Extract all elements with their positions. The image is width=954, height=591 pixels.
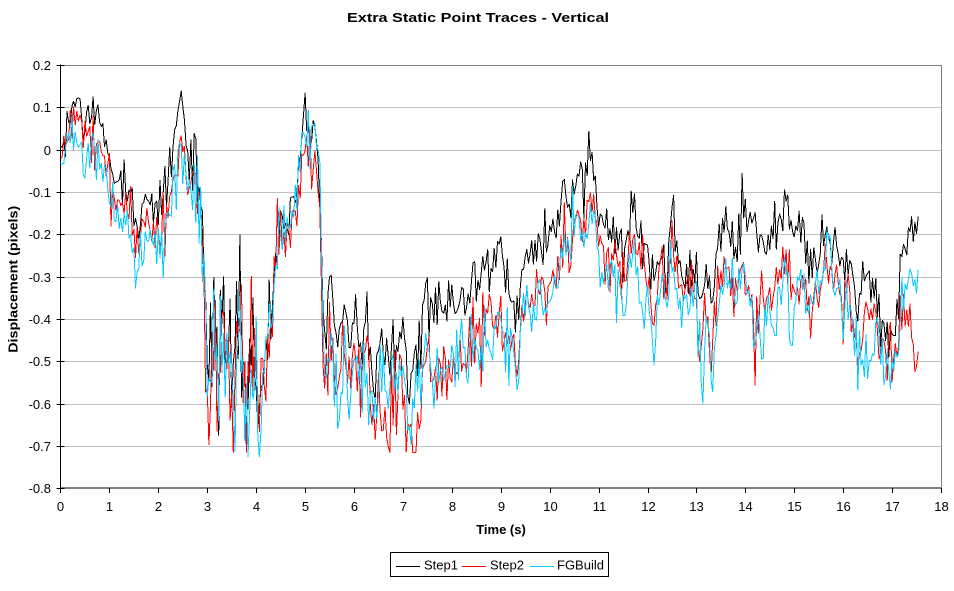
- svg-text:5: 5: [302, 499, 309, 514]
- svg-text:-0.2: -0.2: [29, 227, 51, 242]
- svg-text:Displacement (pixels): Displacement (pixels): [6, 206, 21, 353]
- svg-text:0.2: 0.2: [33, 58, 51, 73]
- svg-text:8: 8: [449, 499, 456, 514]
- svg-text:-0.8: -0.8: [29, 481, 51, 496]
- svg-text:11: 11: [593, 499, 607, 514]
- svg-text:-0.4: -0.4: [29, 312, 51, 327]
- svg-text:10: 10: [543, 499, 557, 514]
- svg-text:2: 2: [155, 499, 162, 514]
- svg-text:0.1: 0.1: [33, 100, 51, 115]
- svg-text:Extra Static Point Traces - Ve: Extra Static Point Traces - Vertical: [347, 10, 609, 25]
- svg-text:18: 18: [934, 499, 948, 514]
- svg-text:-0.1: -0.1: [29, 185, 51, 200]
- svg-text:-0.6: -0.6: [29, 397, 51, 412]
- svg-text:0: 0: [44, 143, 51, 158]
- svg-text:14: 14: [738, 499, 752, 514]
- svg-text:12: 12: [641, 499, 655, 514]
- svg-text:6: 6: [351, 499, 358, 514]
- svg-text:9: 9: [498, 499, 505, 514]
- svg-text:Step2: Step2: [490, 558, 524, 573]
- svg-text:-0.3: -0.3: [29, 270, 51, 285]
- svg-text:FGBuild: FGBuild: [557, 558, 604, 573]
- svg-text:15: 15: [787, 499, 801, 514]
- svg-text:4: 4: [253, 499, 260, 514]
- svg-text:13: 13: [689, 499, 703, 514]
- svg-text:17: 17: [885, 499, 899, 514]
- svg-text:-0.5: -0.5: [29, 354, 51, 369]
- svg-text:1: 1: [106, 499, 113, 514]
- svg-text:7: 7: [400, 499, 407, 514]
- svg-text:Time (s): Time (s): [476, 522, 526, 537]
- svg-text:3: 3: [204, 499, 211, 514]
- svg-text:16: 16: [836, 499, 850, 514]
- svg-text:Step1: Step1: [424, 558, 458, 573]
- svg-text:0: 0: [57, 499, 64, 514]
- svg-text:-0.7: -0.7: [29, 439, 51, 454]
